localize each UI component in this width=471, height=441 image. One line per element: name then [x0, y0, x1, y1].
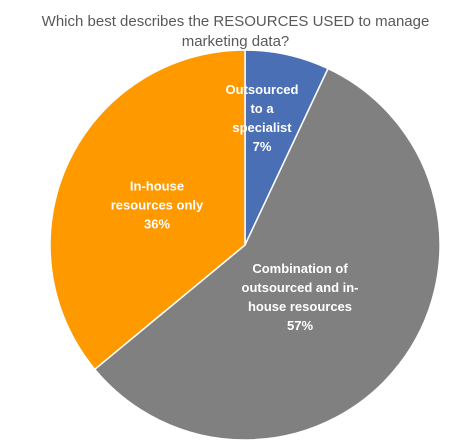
- value-label: 57%: [286, 318, 314, 333]
- chart-title: Which best describes the RESOURCES USED …: [41, 13, 430, 50]
- category-label: In-house resources only: [110, 178, 204, 213]
- category-label: Outsourced to a specialist: [225, 82, 299, 135]
- value-label: 36%: [143, 216, 171, 232]
- slice-label: In-house resources only 36%: [100, 177, 215, 234]
- slice-label: Combination of outsourced and in-house r…: [235, 259, 365, 335]
- pie-slice: [93, 67, 441, 441]
- pie-slice: [49, 49, 246, 371]
- value-label: 7%: [252, 139, 272, 154]
- slice-label: Outsourced to a specialist 7%: [222, 80, 302, 156]
- category-label: Combination of outsourced and in-house r…: [241, 261, 359, 314]
